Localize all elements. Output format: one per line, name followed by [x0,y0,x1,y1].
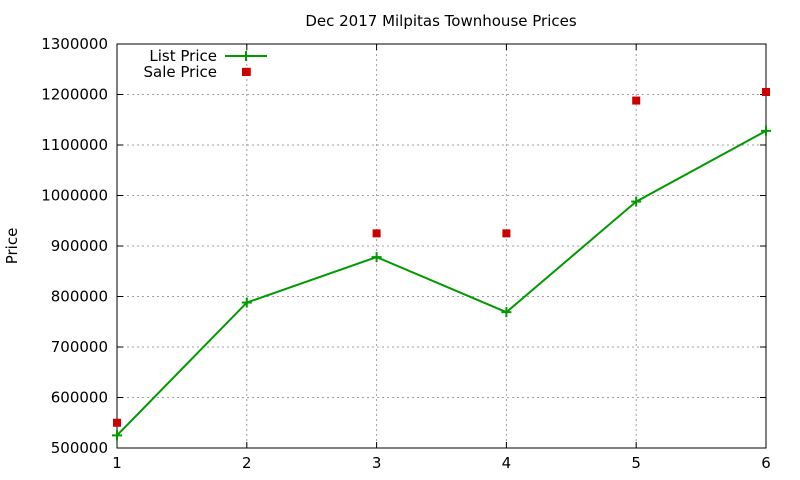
x-tick-label: 5 [631,454,641,472]
sale-price-point [113,418,121,427]
legend-label: List Price [149,47,217,65]
y-tick-label: 900000 [51,237,108,255]
x-tick-label: 6 [761,454,771,472]
x-tick-label: 3 [372,454,382,472]
x-tick-label: 1 [112,454,122,472]
sale-price-point [762,87,770,96]
y-tick-label: 1300000 [41,35,108,53]
list-price-point [241,297,252,308]
series-sale-price [113,67,770,427]
list-price-point [112,430,122,441]
y-tick-label: 800000 [51,288,108,306]
legend-label: Sale Price [144,63,217,81]
chart-title: Dec 2017 Milpitas Townhouse Prices [305,12,577,30]
list-price-point [761,125,771,136]
legend-square-marker [242,68,250,76]
series-list-price [112,125,771,441]
y-tick-label: 1200000 [41,86,108,104]
y-tick-label: 1000000 [41,187,108,205]
sale-price-point [502,229,511,238]
series [112,67,771,441]
y-tick-label: 600000 [51,389,108,407]
x-tick-label: 2 [242,454,252,472]
y-tick-label: 1100000 [41,136,108,154]
sale-price-point [632,96,641,105]
list-price-line [116,129,767,437]
list-price-point [501,307,512,318]
sale-price-point [372,229,381,238]
x-tick-label: 4 [502,454,512,472]
list-price-point [631,196,642,207]
grid-lines [117,44,766,448]
y-tick-label: 500000 [51,439,108,457]
axis-ticks: 500000 600000 700000 800000 900000 1000000 110… [41,35,771,472]
list-price-point [371,252,382,263]
legend-plus-marker [241,51,251,61]
y-axis-label: Price [3,228,21,265]
y-tick-label: 700000 [51,338,108,356]
